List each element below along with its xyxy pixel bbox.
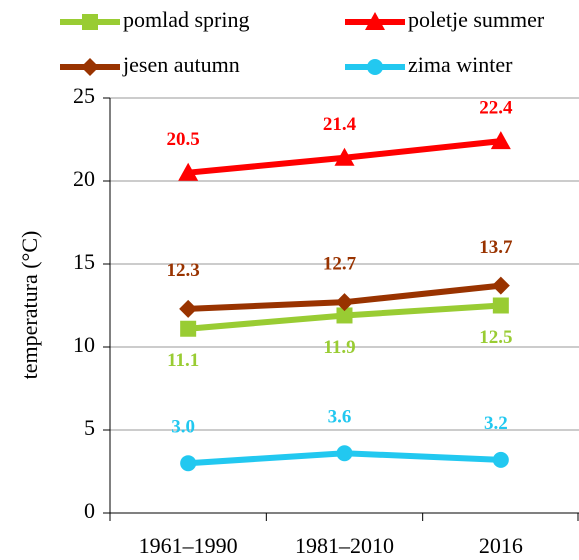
data-label: 12.3 [167,260,200,281]
data-label: 3.2 [484,413,508,434]
data-point [336,307,353,324]
data-point [180,320,197,337]
data-point [178,162,199,181]
legend-marker [365,12,385,30]
data-label: 21.4 [323,114,357,135]
y-axis-label: temperatura (°C) [17,231,42,380]
data-label: 11.1 [167,350,199,371]
data-point [335,293,354,312]
legend-marker [367,59,383,75]
data-point [492,297,509,314]
legend-marker [81,58,99,76]
data-point [492,451,509,468]
data-point [180,455,197,472]
x-tick-label: 1981–2010 [295,533,394,558]
data-label: 3.6 [328,407,352,428]
legend-marker [82,14,98,30]
y-tick-label: 15 [73,249,95,274]
data-label: 11.9 [323,337,355,358]
data-label: 3.0 [171,417,195,438]
x-tick-label: 1961–1990 [139,533,238,558]
legend-label: jesen autumn [122,52,240,77]
y-tick-label: 5 [84,415,95,440]
data-label: 22.4 [479,98,513,119]
data-label: 13.7 [479,237,513,258]
legend-label: zima winter [408,52,513,77]
data-point [179,299,198,318]
data-point [334,147,355,166]
data-point [491,276,510,295]
data-label: 20.5 [167,129,200,150]
y-tick-label: 25 [73,83,95,108]
x-tick-label: 2016 [479,533,523,558]
legend-label: poletje summer [408,7,545,32]
y-tick-label: 0 [84,498,95,523]
y-tick-label: 10 [73,332,95,357]
data-label: 12.5 [479,327,512,348]
data-point [336,445,353,462]
data-label: 12.7 [323,254,357,275]
y-tick-label: 20 [73,166,95,191]
legend-label: pomlad spring [123,7,250,32]
data-point [490,131,511,150]
